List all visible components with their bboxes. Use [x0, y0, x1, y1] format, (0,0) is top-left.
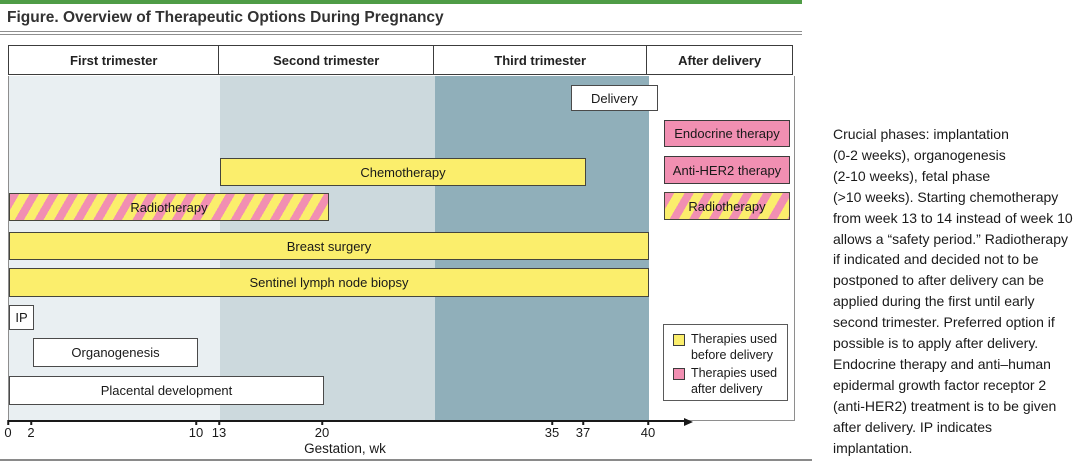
- caption-line: Endocrine therapy and anti–human: [833, 355, 1051, 372]
- caption-line: epidermal growth factor receptor 2: [833, 376, 1047, 393]
- x-axis-arrow-icon: [684, 417, 693, 426]
- title-divider: [0, 31, 802, 35]
- figure-title: Figure. Overview of Therapeutic Options …: [7, 9, 444, 26]
- legend-box: Therapies used before delivery Therapies u…: [662, 324, 788, 401]
- bar-delivery: Delivery: [570, 85, 658, 111]
- bar-sentinel-lymph-node-biopsy: Sentinel lymph node biopsy: [9, 268, 649, 297]
- bar-endocrine-therapy: Endocrine therapy: [664, 120, 790, 147]
- axis-tick-label-2: 2: [27, 425, 35, 440]
- caption-line: Crucial phases: implantation: [833, 126, 1009, 142]
- caption-line: (>10 weeks). Starting chemotherapy: [833, 188, 1059, 205]
- axis-tick-label-0: 0: [4, 425, 12, 440]
- header-second-trimester: Second trimester: [219, 46, 434, 74]
- caption-line: if indicated and decided not to be: [833, 251, 1039, 268]
- bar-anti-her2-therapy: Anti-HER2 therapy: [664, 156, 790, 184]
- caption-line: second trimester. Preferred option if: [833, 314, 1055, 331]
- axis-tick-0: [7, 420, 9, 425]
- caption-line: applied during the first until early: [833, 293, 1035, 310]
- axis-tick-20: [321, 420, 323, 425]
- legend-label: Therapies used after delivery: [690, 366, 778, 396]
- header-first-trimester: First trimester: [9, 46, 220, 74]
- caption-line: implantation.: [833, 439, 913, 456]
- axis-tick-40: [647, 420, 649, 425]
- axis-tick-2: [30, 420, 32, 425]
- journal-accent-bar: [0, 0, 802, 4]
- caption-line: postponed to after delivery can be: [833, 272, 1044, 289]
- figure-caption: Crucial phases: implantation (0-2 weeks),…: [833, 124, 1080, 459]
- trimester-header-row: First trimester Second trimester Third tri…: [8, 45, 793, 75]
- caption-line: (anti-HER2) treatment is to be given: [833, 397, 1057, 414]
- bars-layer: Delivery Endocrine therapy Anti-HER2 thera…: [9, 76, 794, 420]
- caption-line: (0-2 weeks), organogenesis: [833, 146, 1006, 163]
- legend-swatch-after-icon: [672, 368, 685, 380]
- x-axis-title: Gestation, wk: [304, 441, 386, 456]
- axis-tick-label-13: 13: [211, 425, 227, 440]
- axis-tick-label-40: 40: [640, 425, 656, 440]
- legend-item-before-delivery: Therapies used before delivery: [672, 332, 783, 363]
- legend-items: Therapies used before delivery Therapies u…: [672, 332, 783, 397]
- caption-line: from week 13 to 14 instead of week 10: [833, 209, 1073, 226]
- bar-radiotherapy-after-delivery: Radiotherapy: [664, 192, 790, 220]
- axis-tick-35: [551, 420, 553, 425]
- axis-tick-13: [218, 420, 220, 425]
- bar-breast-surgery: Breast surgery: [9, 232, 649, 260]
- x-axis-ticks: 0 2 10 13 20 35 37 40: [4, 420, 793, 442]
- axis-tick-label-35: 35: [544, 425, 560, 440]
- bar-chemotherapy: Chemotherapy: [220, 158, 586, 186]
- bar-organogenesis: Organogenesis: [33, 338, 199, 367]
- axis-tick-label-20: 20: [314, 425, 330, 440]
- legend-swatch-before-icon: [672, 334, 685, 346]
- bar-ip: IP: [9, 305, 34, 330]
- caption-line: (2-10 weeks), fetal phase: [833, 167, 991, 184]
- bar-placental-development: Placental development: [9, 376, 325, 405]
- caption-line: allows a “safety period.” Radiotherapy: [833, 230, 1069, 247]
- legend-label: Therapies used before delivery: [690, 332, 778, 362]
- axis-tick-10: [195, 420, 197, 425]
- x-axis-line: [8, 419, 685, 422]
- plot-area: Delivery Endocrine therapy Anti-HER2 thera…: [8, 76, 795, 426]
- axis-tick-37: [582, 420, 584, 425]
- header-third-trimester: Third trimester: [434, 46, 648, 74]
- axis-tick-label-37: 37: [575, 425, 591, 440]
- caption-line: possible is to apply after delivery.: [833, 335, 1039, 352]
- caption-line: after delivery. IP indicates: [833, 418, 993, 435]
- bottom-divider: [0, 459, 812, 461]
- bar-radiotherapy: Radiotherapy: [9, 193, 329, 221]
- header-after-delivery: After delivery: [678, 52, 762, 68]
- legend-item-after-delivery: Therapies used after delivery: [672, 366, 783, 397]
- axis-tick-label-10: 10: [188, 425, 204, 440]
